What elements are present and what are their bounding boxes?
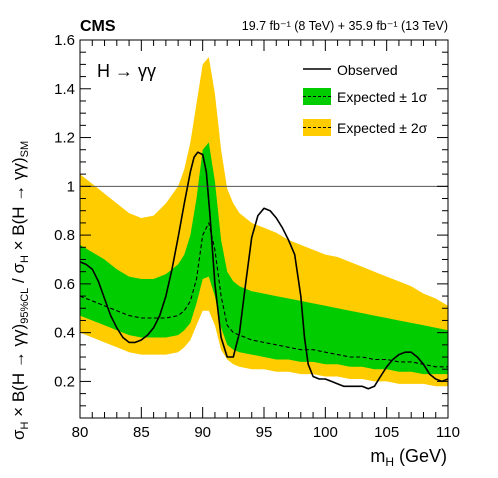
x-tick-label: 80 xyxy=(72,424,89,441)
x-tick-label: 105 xyxy=(374,424,399,441)
process-label: H → γγ xyxy=(97,61,156,81)
axis-ticks: 80 85 90 95 100 105 110 0.2 0.4 0.6 0.8 1 1.2 1.4 1.6 xyxy=(54,32,460,441)
y-tick-label: 1.2 xyxy=(54,130,75,147)
y-tick-label: 1.4 xyxy=(54,81,75,98)
x-axis-title: mH (GeV) xyxy=(370,446,447,469)
x-tick-label: 85 xyxy=(133,424,150,441)
y-axis-title: σH × B(H → γγ)95%CL / σH × B(H → γγ)SM xyxy=(9,141,31,440)
x-tick-label: 95 xyxy=(256,424,273,441)
legend-1sigma-label: Expected ± 1σ xyxy=(337,89,428,105)
legend: Observed Expected ± 1σ Expected ± 2σ xyxy=(303,62,428,136)
y-tick-label: 0.2 xyxy=(54,373,75,390)
expected-line xyxy=(80,222,448,368)
x-tick-label: 100 xyxy=(313,424,338,441)
y-tick-label: 1 xyxy=(67,178,75,195)
legend-1sigma-swatch xyxy=(303,88,331,105)
legend-observed-label: Observed xyxy=(337,62,398,78)
y-tick-label: 0.6 xyxy=(54,276,75,293)
x-tick-label: 90 xyxy=(194,424,211,441)
observed-line xyxy=(80,151,448,390)
expected-bands xyxy=(80,57,448,387)
y-tick-label: 1.6 xyxy=(54,32,75,49)
legend-2sigma-swatch xyxy=(303,119,331,136)
legend-2sigma-label: Expected ± 2σ xyxy=(337,120,428,136)
limit-curves xyxy=(80,151,448,390)
luminosity-label: 19.7 fb⁻¹ (8 TeV) + 35.9 fb⁻¹ (13 TeV) xyxy=(242,19,448,33)
y-tick-label: 0.8 xyxy=(54,227,75,244)
y-tick-label: 0.4 xyxy=(54,325,75,342)
x-tick-label: 110 xyxy=(436,424,460,441)
band-1sigma xyxy=(80,142,448,375)
experiment-label: CMS xyxy=(80,18,116,35)
